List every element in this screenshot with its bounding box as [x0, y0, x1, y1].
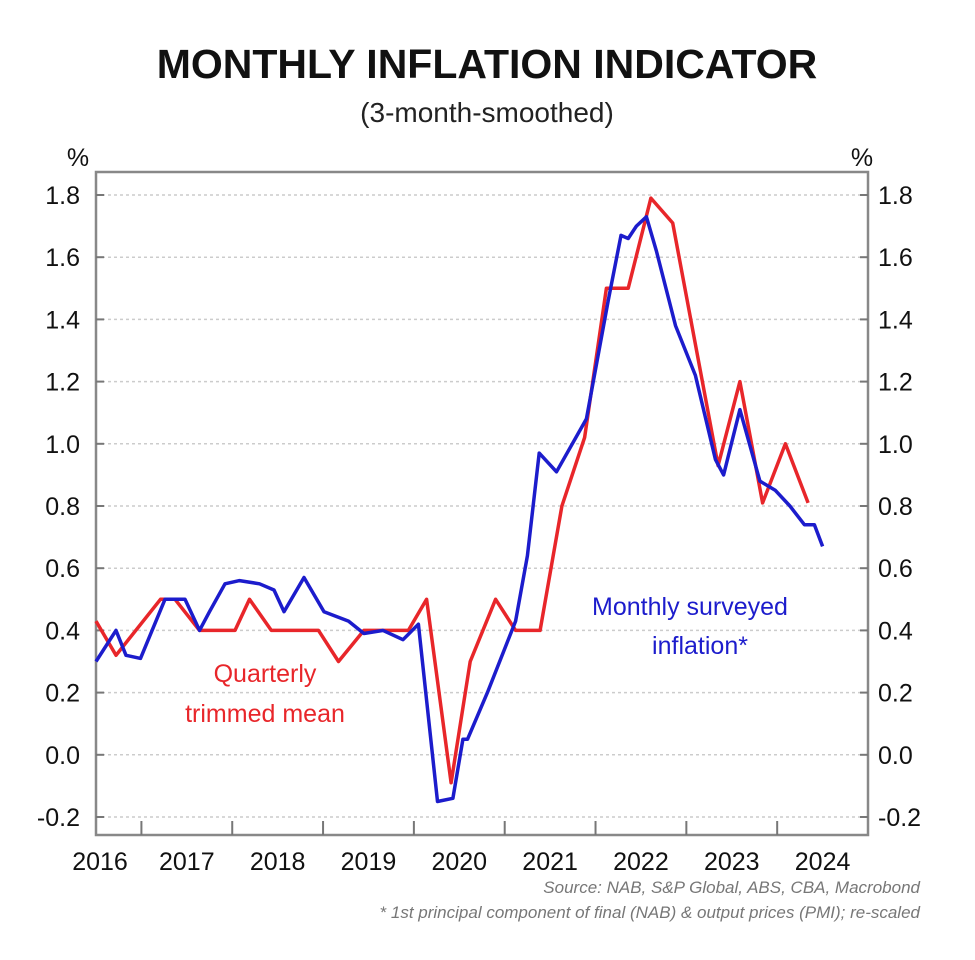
y-tick-label-right: 0.0 — [878, 742, 913, 770]
series-line-monthly-surveyed-inflation — [94, 215, 825, 804]
y-tick-label-right: 0.4 — [878, 617, 913, 645]
x-axis: 2016 2017 2018 2019 2020 2021 2022 2023 2024 — [72, 821, 850, 876]
gridlines — [96, 194, 868, 818]
y-tick-label-right: 0.8 — [878, 493, 913, 521]
y-tick-label-left: 1.8 — [45, 182, 80, 210]
left-axis-unit: % — [67, 144, 89, 172]
y-tick-label-left: 1.2 — [45, 369, 80, 397]
label-monthly-line2: inflation* — [652, 632, 748, 660]
x-tick-label: 2018 — [250, 848, 306, 876]
x-tick-label: 2020 — [431, 848, 487, 876]
label-monthly-line1: Monthly surveyed — [592, 593, 788, 621]
y-tick-label-left: 0.4 — [45, 617, 80, 645]
x-tick-label: 2023 — [704, 848, 760, 876]
footnote: * 1st principal component of final (NAB)… — [380, 903, 921, 922]
y-axis-right: 1.8 1.6 1.4 1.2 1.0 0.8 0.6 0.4 0.2 0.0 -0.2 — [860, 182, 921, 832]
x-tick-label: 2022 — [613, 848, 669, 876]
y-tick-label-left: 0.0 — [45, 742, 80, 770]
chart-title: MONTHLY INFLATION INDICATOR — [157, 41, 818, 87]
x-tick-label: 2019 — [341, 848, 397, 876]
source-note: Source: NAB, S&P Global, ABS, CBA, Macro… — [543, 878, 920, 897]
y-tick-label-left: 1.6 — [45, 244, 80, 272]
label-quarterly-line1: Quarterly — [214, 660, 317, 688]
series-label-monthly: Monthly surveyed inflation* — [592, 593, 788, 660]
y-tick-label-left: 0.2 — [45, 680, 80, 708]
x-tick-label: 2017 — [159, 848, 215, 876]
y-tick-label-right: -0.2 — [878, 804, 921, 832]
series-line-quarterly-trimmed-mean — [94, 196, 810, 785]
chart-subtitle: (3-month-smoothed) — [360, 97, 614, 128]
series-lines — [94, 196, 825, 804]
y-tick-label-left: 1.0 — [45, 431, 80, 459]
x-tick-label: 2024 — [795, 848, 851, 876]
y-tick-label-right: 1.2 — [878, 369, 913, 397]
y-tick-label-right: 1.8 — [878, 182, 913, 210]
x-tick-label: 2016 — [72, 848, 128, 876]
y-tick-label-left: 0.6 — [45, 555, 80, 583]
series-label-quarterly: Quarterly trimmed mean — [185, 660, 345, 728]
y-axis-left: 1.8 1.6 1.4 1.2 1.0 0.8 0.6 0.4 0.2 0.0 -0.2 — [37, 182, 104, 832]
y-tick-label-right: 0.6 — [878, 555, 913, 583]
y-tick-label-left: -0.2 — [37, 804, 80, 832]
right-axis-unit: % — [851, 144, 873, 172]
y-tick-label-right: 0.2 — [878, 680, 913, 708]
y-tick-label-left: 0.8 — [45, 493, 80, 521]
y-tick-label-right: 1.6 — [878, 244, 913, 272]
y-tick-label-right: 1.4 — [878, 306, 913, 334]
x-tick-label: 2021 — [522, 848, 578, 876]
plot-frame — [94, 170, 870, 837]
y-tick-label-right: 1.0 — [878, 431, 913, 459]
y-tick-label-left: 1.4 — [45, 306, 80, 334]
label-quarterly-line2: trimmed mean — [185, 700, 345, 728]
